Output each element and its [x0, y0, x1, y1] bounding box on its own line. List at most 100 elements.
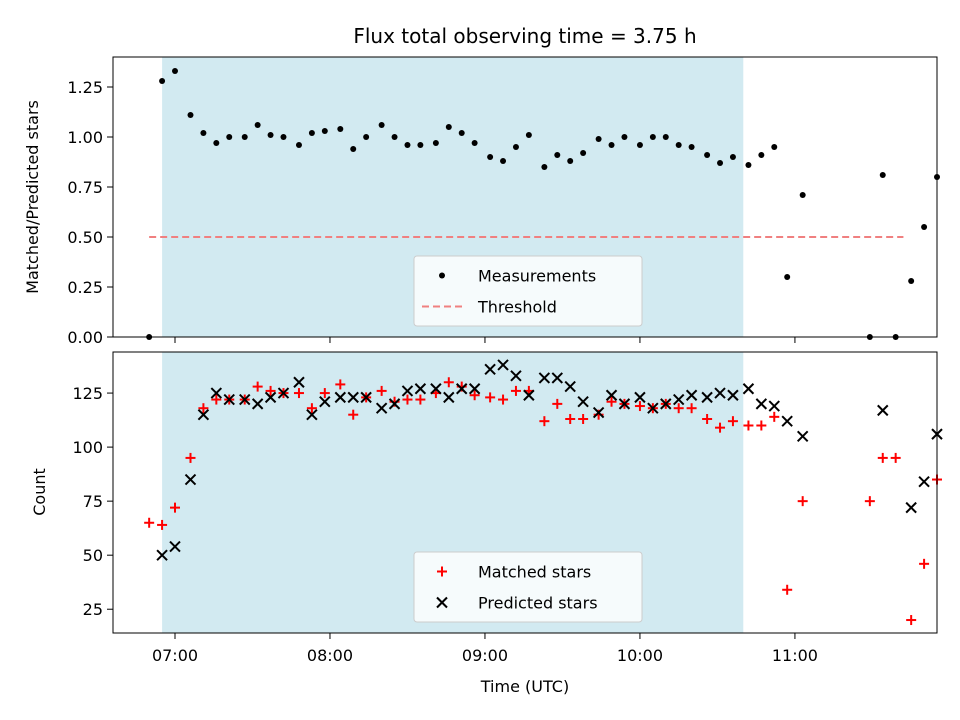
- matched-star-point: [715, 422, 726, 433]
- x-b: [443, 391, 455, 404]
- measurement-point: [525, 132, 532, 138]
- measurement-point: [799, 192, 806, 198]
- measurement-point: [171, 68, 178, 74]
- predicted-star-point: [156, 549, 168, 561]
- x-tick-label: 11:00: [772, 646, 818, 665]
- measurement-point: [595, 136, 602, 142]
- measurement-point: [241, 134, 248, 140]
- measurement-point: [717, 160, 724, 166]
- x-b: [577, 396, 589, 408]
- matched-star-point: [443, 377, 454, 388]
- x-b: [456, 383, 468, 395]
- measurement-point: [280, 134, 287, 140]
- measurement-point: [308, 130, 315, 136]
- matched-star-point: [702, 414, 713, 425]
- predicted-star-point: [360, 391, 372, 404]
- x-b: [334, 391, 347, 404]
- predicted-star-point: [564, 380, 576, 393]
- predicted-star-point: [264, 391, 277, 404]
- matched-star-point: [157, 519, 168, 530]
- x-b: [781, 415, 793, 427]
- measurement-point: [554, 152, 561, 158]
- matched-star-point: [319, 388, 330, 399]
- x-b: [564, 380, 576, 393]
- measurement-point: [567, 158, 574, 164]
- matched-star-point: [306, 403, 317, 414]
- x-b: [293, 376, 305, 388]
- matched-star-point: [743, 420, 754, 431]
- x-b: [169, 540, 181, 553]
- predicted-star-point: [781, 415, 793, 427]
- bottom-x-axis-label: Time (UTC): [480, 677, 569, 696]
- measurement-point: [675, 142, 682, 148]
- x-b: [319, 396, 331, 408]
- x-b: [714, 387, 726, 399]
- x-b: [796, 430, 809, 443]
- measurement-point: [267, 132, 274, 138]
- predicted-star-point: [905, 501, 917, 514]
- x-b: [360, 391, 372, 404]
- measurement-point: [580, 150, 587, 156]
- predicted-star-point: [538, 372, 551, 384]
- legend-box: [413, 255, 643, 327]
- x-b: [197, 408, 210, 421]
- matched-star-point: [769, 411, 780, 422]
- x-b: [468, 383, 481, 395]
- matched-star-point: [498, 394, 509, 405]
- measurement-point: [512, 144, 519, 150]
- x-b: [685, 389, 698, 401]
- predicted-star-point: [293, 376, 305, 388]
- legend-label: Threshold: [477, 298, 557, 317]
- legend-box: [413, 551, 643, 623]
- x-b: [401, 385, 414, 397]
- x-b: [647, 402, 659, 414]
- legend: Measurements Threshold: [413, 255, 643, 327]
- x-b: [592, 406, 605, 419]
- predicted-star-point: [277, 387, 290, 399]
- measurement-point: [745, 162, 752, 168]
- measurement-point: [784, 274, 791, 280]
- x-b: [551, 372, 563, 384]
- y-tick-label: 1.25: [67, 78, 103, 97]
- predicted-star-point: [918, 475, 930, 488]
- matched-star-point: [211, 394, 222, 405]
- x-b: [755, 398, 768, 410]
- predicted-star-point: [484, 363, 496, 375]
- predicted-star-point: [375, 402, 388, 414]
- measurement-point: [908, 278, 915, 284]
- legend-x-b: [436, 596, 448, 609]
- predicted-star-point: [497, 359, 509, 371]
- measurement-point: [187, 112, 194, 118]
- legend-label: Predicted stars: [478, 594, 598, 613]
- measurement-point: [337, 126, 344, 132]
- measurement-point: [363, 134, 370, 140]
- x-tick-label: 07:00: [152, 646, 198, 665]
- predicted-star-point: [685, 389, 698, 401]
- measurement-point: [200, 130, 207, 136]
- predicted-star-point: [634, 391, 646, 404]
- matched-star-point: [198, 403, 209, 414]
- matched-star-point: [634, 401, 645, 412]
- predicted-star-point: [210, 387, 223, 399]
- measurement-point: [704, 152, 711, 158]
- x-b: [306, 408, 318, 421]
- predicted-star-point: [605, 389, 618, 401]
- measurement-point: [404, 142, 411, 148]
- measurement-point: [391, 134, 398, 140]
- predicted-star-point: [660, 398, 672, 410]
- matched-star-point: [686, 403, 697, 414]
- legend: Matched stars Predicted stars: [413, 551, 643, 623]
- predicted-star-point: [510, 370, 522, 382]
- predicted-star-point: [430, 383, 442, 395]
- predicted-star-point: [456, 383, 468, 395]
- matched-star-point: [906, 615, 917, 626]
- predicted-star-point: [551, 372, 563, 384]
- matched-star-point: [415, 394, 426, 405]
- measurement-point: [608, 142, 615, 148]
- matched-star-point: [877, 452, 888, 463]
- measurement-point: [636, 142, 643, 148]
- x-b: [375, 402, 388, 414]
- matched-star-point: [185, 452, 196, 463]
- x-b: [277, 387, 290, 399]
- y-tick-label: 0.50: [67, 228, 103, 247]
